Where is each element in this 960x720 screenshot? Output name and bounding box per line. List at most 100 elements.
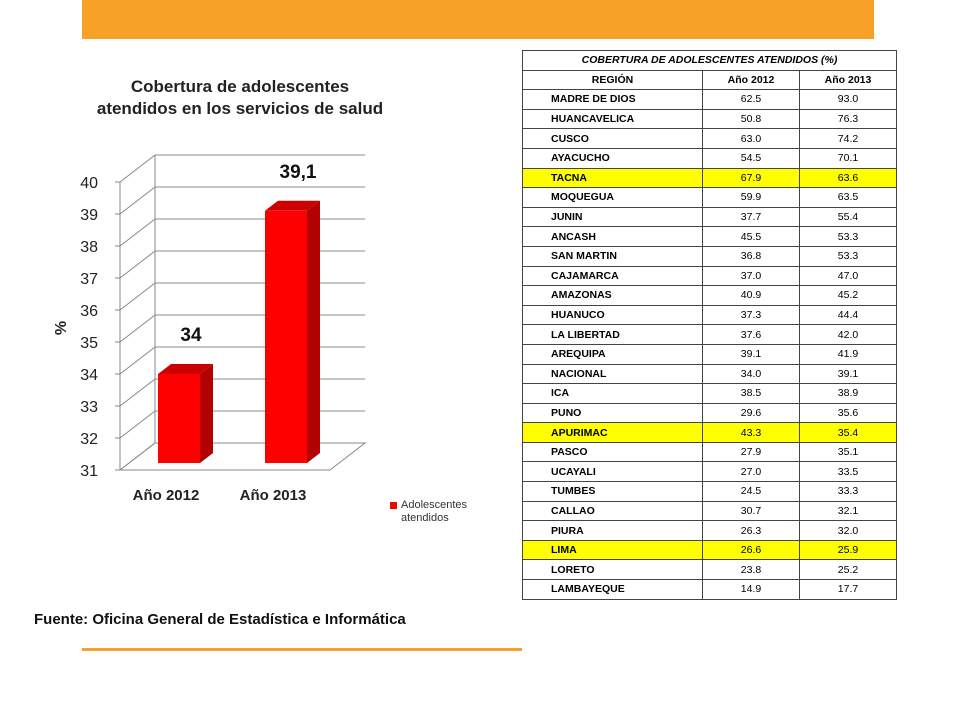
coverage-table-container: COBERTURA DE ADOLESCENTES ATENDIDOS (%) …: [521, 50, 898, 600]
table-row: JUNIN 37.7 55.4: [522, 206, 898, 228]
region-cell: MADRE DE DIOS: [522, 89, 703, 110]
value-2012-cell: 37.6: [702, 324, 800, 345]
y-tick-label: 33: [80, 399, 98, 416]
region-cell: LORETO: [522, 559, 703, 581]
table-row: AREQUIPA 39.1 41.9: [522, 343, 898, 365]
region-cell: HUANUCO: [522, 304, 703, 326]
value-2013-cell: 25.9: [798, 539, 898, 561]
value-2012-cell: 62.5: [702, 89, 800, 110]
value-2013-cell: 63.5: [798, 187, 898, 208]
table-row: HUANUCO 37.3 44.4: [522, 304, 898, 326]
table-row: PIURA 26.3 32.0: [522, 520, 898, 541]
region-cell: APURIMAC: [522, 422, 703, 443]
gridline-depth: [119, 250, 156, 279]
region-cell: MOQUEGUA: [522, 187, 703, 208]
y-tick-label: 40: [80, 175, 98, 192]
value-2013-cell: 35.4: [798, 422, 898, 443]
region-cell: SAN MARTIN: [522, 245, 703, 267]
region-cell: HUANCAVELICA: [522, 108, 703, 130]
chart-title-line-2: atendidos en los servicios de salud: [96, 99, 384, 118]
gridline-depth: [119, 154, 156, 183]
y-tick-label: 34: [80, 367, 98, 384]
region-cell: PASCO: [522, 441, 703, 463]
chart-floor: [118, 442, 367, 471]
value-2013-cell: 35.1: [798, 441, 898, 463]
table-row: PUNO 29.6 35.6: [522, 402, 898, 424]
region-cell: TACNA: [522, 167, 703, 189]
value-2013-cell: 74.2: [798, 128, 898, 149]
region-cell: PUNO: [522, 402, 703, 424]
bar-chart: 31 32 33 34 35 36 37 38 39 40% 34 Año 2012 39,1 Año 2…: [53, 154, 367, 504]
table-row: HUANCAVELICA 50.8 76.3: [522, 108, 898, 130]
value-2013-cell: 55.4: [798, 206, 898, 228]
table-row: CAJAMARCA 37.0 47.0: [522, 265, 898, 287]
gridline-depth: [119, 282, 156, 311]
value-2013-cell: 38.9: [798, 383, 898, 404]
value-2012-cell: 23.8: [702, 559, 800, 581]
value-2012-cell: 50.8: [702, 108, 800, 130]
value-2012-cell: 39.1: [702, 343, 800, 365]
bar: [158, 374, 200, 463]
value-2013-cell: 41.9: [798, 343, 898, 365]
region-cell: ANCASH: [522, 226, 703, 247]
region-cell: CAJAMARCA: [522, 265, 703, 287]
value-2012-cell: 29.6: [702, 402, 800, 424]
region-cell: CALLAO: [522, 500, 703, 522]
table-row: PASCO 27.9 35.1: [522, 441, 898, 463]
chart-title-line-1: Cobertura de adolescentes: [130, 77, 350, 96]
region-cell: UCAYALI: [522, 461, 703, 483]
value-2013-cell: 63.6: [798, 167, 898, 189]
value-2012-cell: 37.7: [702, 206, 800, 228]
value-2013-cell: 44.4: [798, 304, 898, 326]
value-2012-cell: 34.0: [702, 363, 800, 385]
gridline-depth: [119, 346, 156, 375]
y-tick-label: 37: [80, 271, 98, 288]
table-row: TUMBES 24.5 33.3: [522, 481, 898, 502]
table-row: TACNA 67.9 63.6: [522, 167, 898, 189]
legend-label: Adolescentes atendidos: [401, 499, 468, 524]
value-2012-cell: 37.0: [702, 265, 800, 287]
region-cell: LAMBAYEQUE: [522, 579, 703, 600]
bar: [265, 210, 307, 463]
value-2013-cell: 25.2: [798, 559, 898, 581]
chart-title: Cobertura de adolescentes atendidos en l…: [60, 76, 420, 120]
value-2013-cell: 32.0: [798, 520, 898, 541]
table-row: APURIMAC 43.3 35.4: [522, 422, 898, 443]
value-2013-cell: 45.2: [798, 285, 898, 306]
bar-top: [158, 364, 213, 374]
table-row: NACIONAL 34.0 39.1: [522, 363, 898, 385]
value-2013-cell: 33.3: [798, 481, 898, 502]
region-cell: LIMA: [522, 539, 703, 561]
value-2012-cell: 26.6: [702, 539, 800, 561]
region-cell: NACIONAL: [522, 363, 703, 385]
bar-side: [200, 364, 213, 463]
value-2012-cell: 67.9: [702, 167, 800, 189]
y-tick-label: 31: [80, 463, 98, 480]
region-cell: AMAZONAS: [522, 285, 703, 306]
x-tick-label: Año 2012: [133, 487, 200, 504]
table-row: AYACUCHO 54.5 70.1: [522, 147, 898, 169]
region-cell: AYACUCHO: [522, 147, 703, 169]
y-tick-label: 35: [80, 335, 98, 352]
data-label: 39,1: [280, 162, 317, 183]
value-2013-cell: 76.3: [798, 108, 898, 130]
gridline-depth: [119, 186, 156, 215]
legend-swatch: [390, 502, 397, 509]
region-cell: JUNIN: [522, 206, 703, 228]
value-2012-cell: 38.5: [702, 383, 800, 404]
bottom-accent-rule: [82, 648, 522, 651]
table-row: ANCASH 45.5 53.3: [522, 226, 898, 247]
value-2013-cell: 17.7: [798, 579, 898, 600]
gridline-depth: [119, 410, 156, 439]
region-cell: ICA: [522, 383, 703, 404]
value-2013-cell: 93.0: [798, 89, 898, 110]
value-2013-cell: 39.1: [798, 363, 898, 385]
value-2012-cell: 45.5: [702, 226, 800, 247]
value-2012-cell: 40.9: [702, 285, 800, 306]
y-tick-label: 36: [80, 303, 98, 320]
table-body: MADRE DE DIOS 62.5 93.0 HUANCAVELICA 50.8 76.…: [522, 89, 898, 600]
value-2012-cell: 26.3: [702, 520, 800, 541]
top-accent-bar: [82, 0, 874, 39]
value-2013-cell: 53.3: [798, 226, 898, 247]
value-2012-cell: 30.7: [702, 500, 800, 522]
